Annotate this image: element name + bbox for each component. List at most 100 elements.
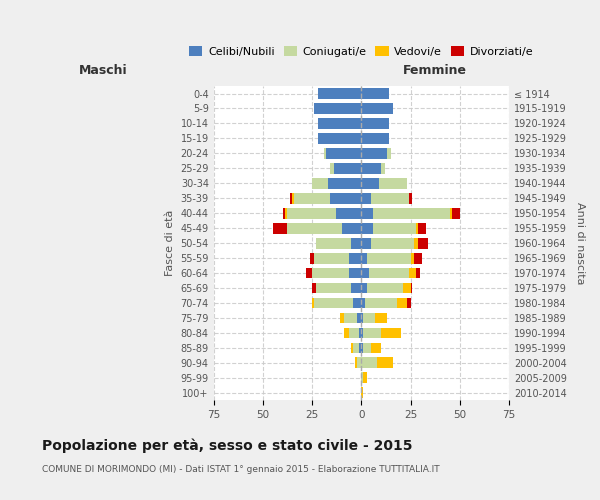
Bar <box>452 208 460 218</box>
Bar <box>358 358 361 368</box>
Bar <box>316 282 352 294</box>
Text: Maschi: Maschi <box>79 64 127 76</box>
Bar <box>361 103 393 114</box>
Bar <box>363 372 367 383</box>
Bar <box>352 238 361 248</box>
Bar <box>283 208 284 218</box>
Bar <box>377 358 393 368</box>
Bar <box>361 223 373 234</box>
Bar <box>361 372 363 383</box>
Text: Popolazione per età, sesso e stato civile - 2015: Popolazione per età, sesso e stato civil… <box>42 438 413 453</box>
Bar <box>284 208 287 218</box>
Bar <box>290 193 292 203</box>
Bar <box>375 312 387 324</box>
Bar <box>352 282 361 294</box>
Bar <box>363 342 371 353</box>
Bar <box>367 252 410 264</box>
Bar <box>361 252 367 264</box>
Bar <box>358 312 361 324</box>
Y-axis label: Anni di nascita: Anni di nascita <box>575 202 585 284</box>
Bar <box>292 193 295 203</box>
Bar <box>361 208 373 218</box>
Y-axis label: Fasce di età: Fasce di età <box>165 210 175 276</box>
Bar <box>361 342 363 353</box>
Bar <box>397 298 407 308</box>
Bar <box>361 133 389 144</box>
Bar <box>316 238 352 248</box>
Bar <box>330 163 334 173</box>
Bar <box>416 268 421 278</box>
Bar <box>361 88 389 99</box>
Bar <box>344 328 349 338</box>
Bar <box>379 178 407 188</box>
Text: Femmine: Femmine <box>403 64 467 76</box>
Bar <box>365 298 397 308</box>
Bar <box>314 252 349 264</box>
Bar <box>355 358 358 368</box>
Bar <box>361 163 381 173</box>
Bar <box>359 342 361 353</box>
Bar <box>349 268 361 278</box>
Bar <box>295 193 330 203</box>
Bar <box>418 238 428 248</box>
Bar <box>371 238 415 248</box>
Bar <box>328 178 361 188</box>
Bar <box>359 328 361 338</box>
Bar <box>349 328 359 338</box>
Bar <box>353 342 359 353</box>
Bar <box>361 268 369 278</box>
Bar <box>352 342 353 353</box>
Bar <box>314 298 353 308</box>
Bar <box>367 282 403 294</box>
Bar <box>387 148 391 159</box>
Bar <box>407 298 410 308</box>
Bar <box>361 388 363 398</box>
Legend: Celibi/Nubili, Coniugati/e, Vedovi/e, Divorziati/e: Celibi/Nubili, Coniugati/e, Vedovi/e, Di… <box>185 42 538 61</box>
Bar <box>312 298 314 308</box>
Bar <box>318 88 361 99</box>
Text: COMUNE DI MORIMONDO (MI) - Dati ISTAT 1° gennaio 2015 - Elaborazione TUTTITALIA.: COMUNE DI MORIMONDO (MI) - Dati ISTAT 1°… <box>42 466 440 474</box>
Bar <box>318 133 361 144</box>
Bar <box>418 223 426 234</box>
Bar <box>371 193 409 203</box>
Bar <box>361 312 363 324</box>
Bar <box>403 282 410 294</box>
Bar <box>344 312 358 324</box>
Bar <box>326 148 361 159</box>
Bar <box>450 208 452 218</box>
Bar <box>330 193 361 203</box>
Bar <box>361 118 389 129</box>
Bar <box>306 268 312 278</box>
Bar <box>361 282 367 294</box>
Bar <box>361 193 371 203</box>
Bar <box>415 238 418 248</box>
Bar <box>287 208 336 218</box>
Bar <box>340 312 344 324</box>
Bar <box>324 148 326 159</box>
Bar <box>361 238 371 248</box>
Bar <box>314 103 361 114</box>
Bar <box>349 252 361 264</box>
Bar <box>361 148 387 159</box>
Bar <box>381 163 385 173</box>
Bar <box>310 252 314 264</box>
Bar <box>312 268 349 278</box>
Bar <box>371 342 381 353</box>
Bar <box>336 208 361 218</box>
Bar <box>312 178 328 188</box>
Bar <box>373 208 450 218</box>
Bar <box>361 298 365 308</box>
Bar <box>410 282 412 294</box>
Bar <box>273 223 287 234</box>
Bar <box>312 282 316 294</box>
Bar <box>381 328 401 338</box>
Bar <box>415 252 422 264</box>
Bar <box>409 193 412 203</box>
Bar <box>369 268 409 278</box>
Bar <box>363 312 375 324</box>
Bar <box>341 223 361 234</box>
Bar <box>373 223 416 234</box>
Bar <box>287 223 341 234</box>
Bar <box>361 178 379 188</box>
Bar <box>409 268 416 278</box>
